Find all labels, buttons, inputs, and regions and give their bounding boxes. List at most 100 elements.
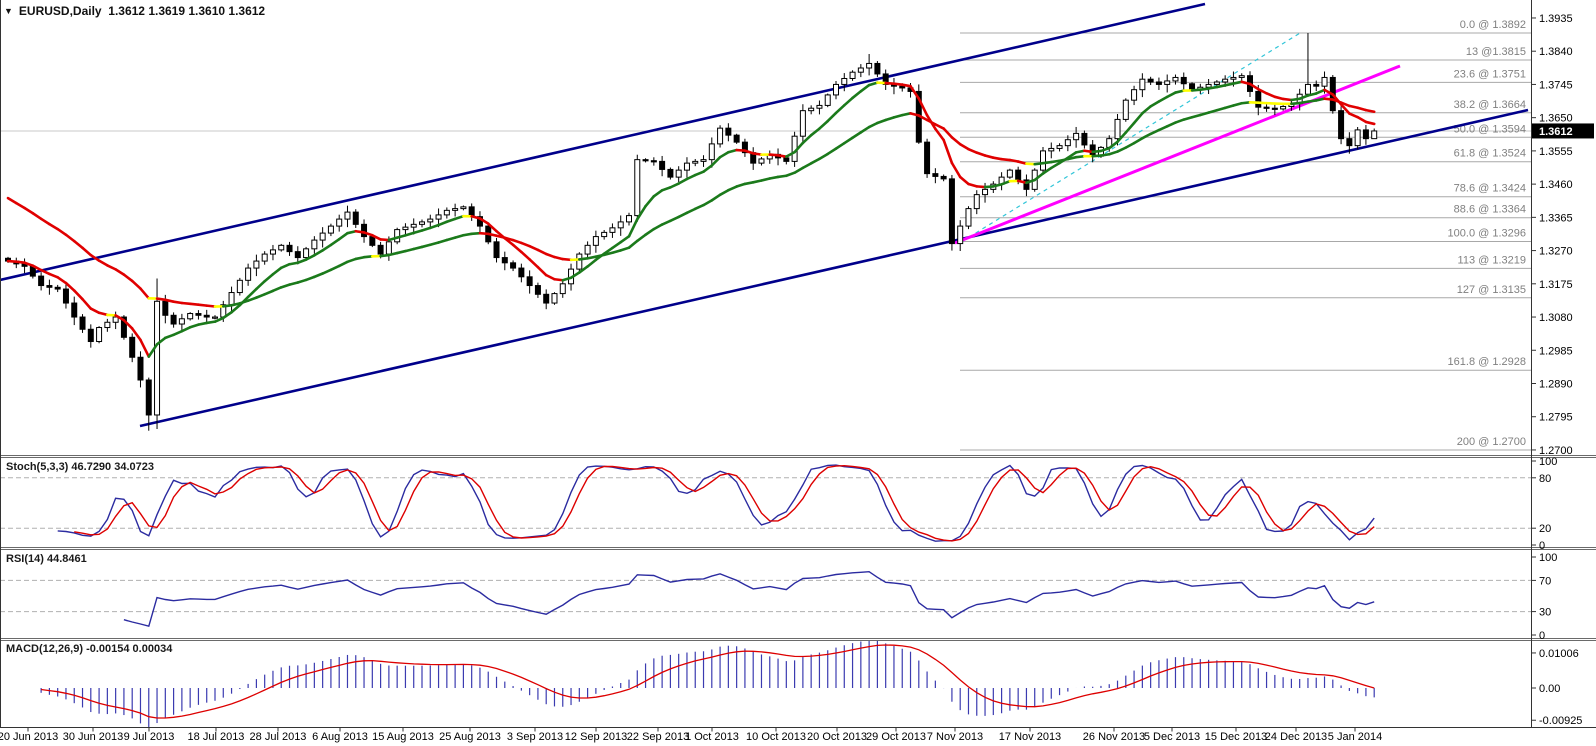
date-tick-label: 30 Jun 2013 <box>63 731 124 743</box>
ma-segment <box>718 188 730 197</box>
ma-segment <box>296 258 308 265</box>
candle-body <box>841 77 848 85</box>
ma-segment <box>992 183 1003 188</box>
candle <box>659 155 666 177</box>
date-tick-label: 3 Sep 2013 <box>507 731 563 743</box>
candle-body <box>303 248 310 259</box>
candle <box>857 64 864 78</box>
candle-body <box>675 169 682 178</box>
candle-body <box>659 160 666 170</box>
candle-body <box>129 336 136 358</box>
candle-body <box>344 211 351 220</box>
candle-body <box>940 175 947 180</box>
ma-segment <box>892 82 904 86</box>
ma-segment <box>627 217 639 238</box>
date-tick-label: 20 Jun 2013 <box>0 731 58 743</box>
ma-segment <box>660 186 672 192</box>
ma-segment <box>197 303 209 307</box>
ma-segment <box>164 298 175 303</box>
candle-body <box>857 67 864 73</box>
ma-segment <box>180 301 192 306</box>
candle <box>1064 135 1071 152</box>
price-tick-label: 1.2795 <box>1539 412 1573 424</box>
ma-segment <box>1149 128 1161 136</box>
indicator-tick-label: 70 <box>1539 575 1551 587</box>
ma-segment <box>1348 112 1359 119</box>
candle <box>1023 174 1030 197</box>
ma-segment <box>1356 115 1368 124</box>
date-tick-label: 7 Nov 2013 <box>927 731 983 743</box>
candle-body <box>1271 107 1278 110</box>
stochastic-panel[interactable] <box>0 464 1531 542</box>
ma-segment <box>1199 87 1210 92</box>
ma-segment <box>329 264 341 272</box>
candle <box>617 215 624 236</box>
candle <box>419 219 425 228</box>
ma-segment <box>561 257 573 262</box>
price-axis[interactable]: 1.3935 1.3840 1.3745 1.3650 1.3555 1.3460 1.33… <box>1531 13 1594 457</box>
ma-segment <box>669 215 680 223</box>
ma-segment <box>660 219 672 226</box>
ma-segment <box>1223 82 1235 87</box>
rsi-panel[interactable] <box>0 570 1531 628</box>
candle-body <box>650 160 657 163</box>
main-chart-panel[interactable]: 0.0 @ 1.3892 13 @1.3815 23.6 @ 1.3751 38.2 … <box>0 2 1531 451</box>
date-tick-label: 15 Dec 2013 <box>1205 731 1267 743</box>
ma-segment <box>362 231 374 237</box>
ma-segment <box>801 162 813 170</box>
candle-body <box>543 293 550 304</box>
candle-body <box>741 141 748 154</box>
magenta-trendline[interactable] <box>954 64 1401 245</box>
ma-segment <box>942 127 954 139</box>
candle <box>584 241 591 259</box>
ma-segment <box>1049 159 1061 164</box>
macd-panel[interactable] <box>40 640 1375 731</box>
candle-body <box>1023 179 1030 190</box>
ma-segment <box>511 238 523 245</box>
price-tick-label: 1.2985 <box>1539 345 1573 357</box>
stoch-axis[interactable]: 100 80 20 0 <box>1531 456 1557 552</box>
ma-segment <box>197 321 209 326</box>
ma-segment <box>1174 89 1186 94</box>
candle-body <box>733 134 740 143</box>
candle-body <box>501 257 508 264</box>
ma-segment <box>263 272 275 283</box>
candle <box>104 318 111 332</box>
fib-level-label: 61.8 @ 1.3524 <box>1454 148 1526 160</box>
candle <box>195 310 202 320</box>
date-axis[interactable]: 20 Jun 2013 30 Jun 2013 9 Jul 2013 18 Jul 2… <box>0 727 1382 744</box>
ma-segment <box>1199 111 1210 117</box>
ma-segment <box>130 279 142 290</box>
channel-upper-line[interactable] <box>0 2 1206 282</box>
candle <box>501 251 508 271</box>
ma-segment <box>1314 88 1326 95</box>
candle <box>1147 76 1154 85</box>
fib-level-label: 78.6 @ 1.3424 <box>1454 183 1526 195</box>
candle <box>609 223 616 238</box>
candle <box>816 100 823 115</box>
channel-lower-line[interactable] <box>139 108 1529 428</box>
candle <box>833 81 839 100</box>
ma-segment <box>1058 157 1070 163</box>
rsi-axis[interactable]: 100 70 30 0 <box>1531 552 1557 642</box>
candle-body <box>1056 145 1063 149</box>
candle <box>733 133 740 144</box>
candle-body <box>601 231 608 238</box>
candle <box>327 223 334 237</box>
candle <box>717 125 724 148</box>
fib-level-label: 50.0 @ 1.3594 <box>1454 123 1526 135</box>
candle-body <box>327 225 334 234</box>
candle-body <box>46 285 53 288</box>
fib-level-label: 23.6 @ 1.3751 <box>1454 68 1526 80</box>
chart-title-bar: ▼ EURUSD,Daily 1.3612 1.3619 1.3610 1.361… <box>4 4 265 18</box>
ma-segment <box>561 276 573 282</box>
ma-segment <box>1182 115 1194 121</box>
macd-axis[interactable]: 0.01006 0.00 -0.00925 <box>1531 648 1582 727</box>
candle <box>1139 73 1146 98</box>
ma-segment <box>677 211 689 219</box>
ma-segment <box>851 89 863 100</box>
candle <box>592 230 599 253</box>
symbol-dropdown-icon[interactable]: ▼ <box>4 6 13 16</box>
ma-segment <box>1157 125 1169 132</box>
